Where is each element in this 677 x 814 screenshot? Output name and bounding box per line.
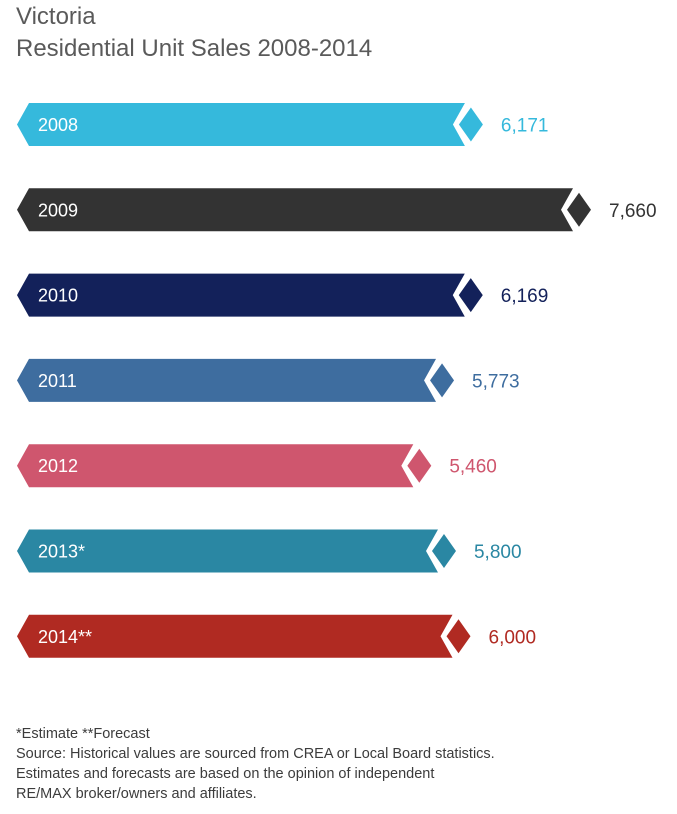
bar-cap-2010 [458, 278, 483, 313]
bar-cap-2013 [431, 534, 456, 568]
bar-cap-2014 [446, 619, 471, 654]
value-label: 5,773 [472, 371, 520, 392]
category-label: 2010 [38, 286, 78, 306]
footnotes: *Estimate **Forecast Source: Historical … [16, 724, 495, 804]
footnote-source: Source: Historical values are sourced fr… [16, 746, 495, 762]
category-label: 2011 [38, 371, 77, 391]
footnote-remax: RE/MAX broker/owners and affiliates. [16, 786, 257, 802]
category-label: 2013* [38, 542, 85, 562]
bar-cap-2012 [407, 448, 432, 483]
category-label: 2014** [38, 627, 92, 647]
value-label: 6,171 [501, 116, 549, 137]
bar-2008 [17, 103, 465, 146]
bar-cap-2009 [567, 192, 591, 227]
chart-subtitle: Residential Unit Sales 2008-2014 [16, 35, 373, 62]
value-label: 7,660 [609, 201, 657, 222]
bar-2012 [17, 444, 414, 488]
category-label: 2009 [38, 200, 78, 220]
category-label: 2012 [38, 456, 78, 476]
category-label: 2008 [38, 115, 78, 135]
bar-chart: 2008 6,171 2009 7,660 2010 6,169 2011 5,773 2012… [17, 103, 657, 658]
bar-2014 [17, 614, 453, 658]
footnote-estimate-forecast: *Estimate **Forecast [16, 726, 150, 742]
value-label: 6,169 [501, 286, 549, 307]
bar-cap-2011 [430, 363, 455, 398]
footnote-estimates-basis: Estimates and forecasts are based on the… [16, 766, 435, 782]
bar-cap-2008 [458, 107, 483, 142]
bar-2009 [17, 188, 573, 232]
value-label: 5,460 [449, 457, 497, 478]
chart-title: Victoria [16, 3, 96, 30]
value-label: 6,000 [489, 627, 537, 648]
bar-2010 [17, 273, 465, 317]
bar-2011 [17, 358, 437, 402]
value-label: 5,800 [474, 542, 522, 563]
bar-2013 [17, 529, 438, 573]
